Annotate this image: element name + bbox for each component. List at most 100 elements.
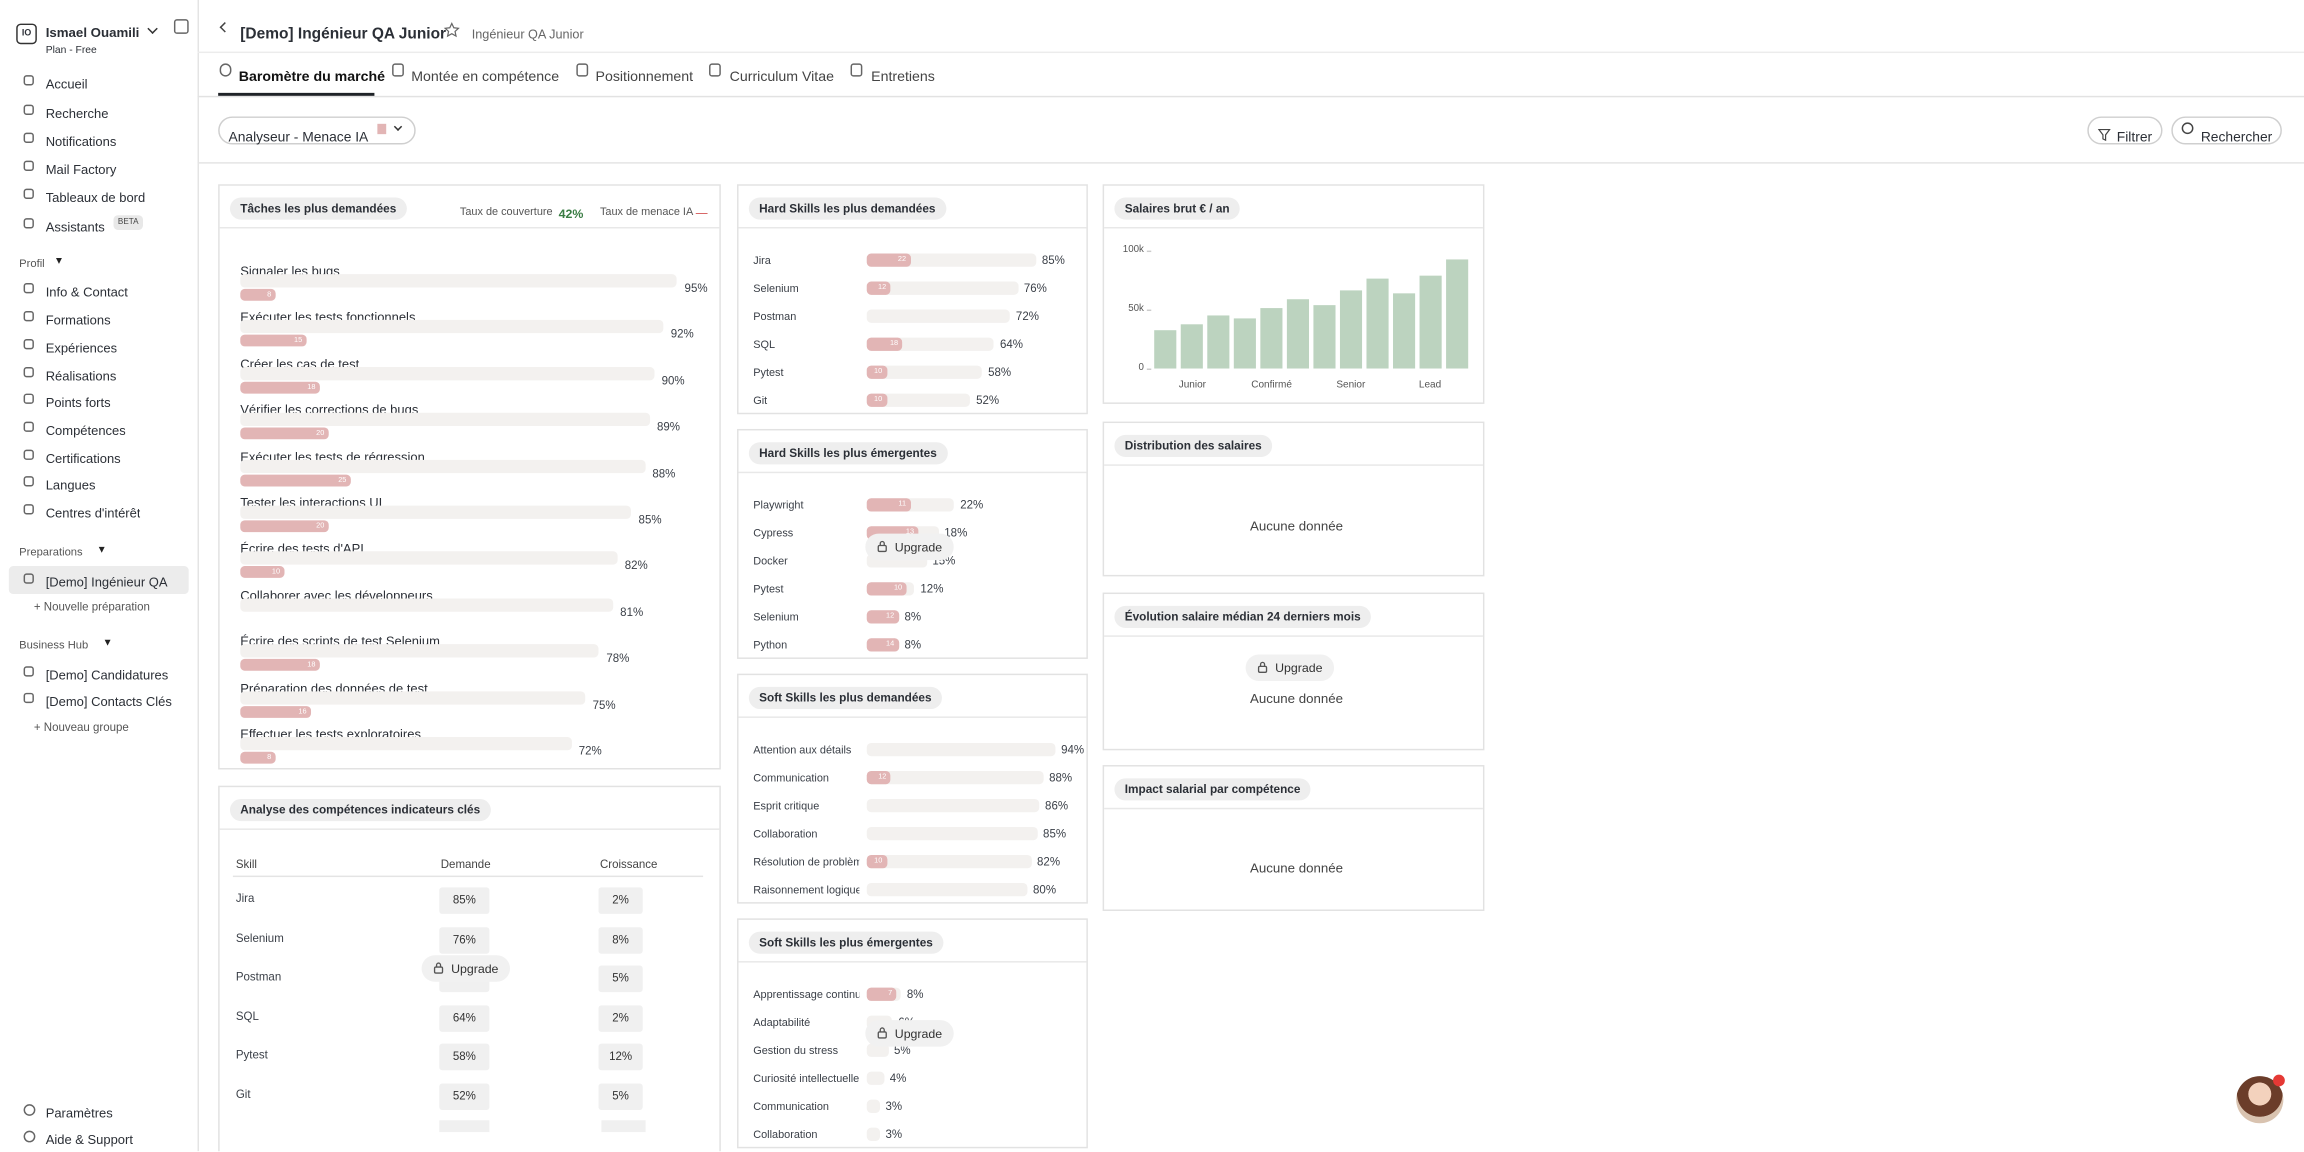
cell-pill: 76% xyxy=(439,926,490,954)
footer-item[interactable]: Paramètres xyxy=(45,1105,113,1121)
star[interactable] xyxy=(443,19,460,38)
cell-pill: 85% xyxy=(439,887,490,914)
section-title[interactable]: Business Hub xyxy=(19,638,89,652)
icon xyxy=(23,104,34,115)
tab[interactable]: Curriculum Vitae xyxy=(729,69,834,86)
divider xyxy=(738,227,1087,229)
coverage-bar xyxy=(240,413,650,427)
skill-label: Git xyxy=(753,393,768,407)
upgrade-button[interactable]: Upgrade xyxy=(865,533,954,561)
add-item[interactable]: + Nouveau groupe xyxy=(33,720,129,735)
nav-item[interactable]: Accueil xyxy=(45,76,88,92)
divider xyxy=(1104,635,1483,637)
icon xyxy=(709,63,721,77)
skill-bar xyxy=(866,742,1056,757)
upgrade-button[interactable]: Upgrade xyxy=(865,1020,954,1047)
task-value: 88% xyxy=(652,466,676,480)
cell-pill xyxy=(601,1120,646,1133)
task-value: 75% xyxy=(592,698,616,712)
icon xyxy=(576,63,589,77)
skill-bar xyxy=(866,309,1011,323)
cell: Pytest xyxy=(235,1048,268,1062)
section-caret xyxy=(56,257,62,264)
skill-label: Adaptabilité xyxy=(753,1015,811,1029)
icon xyxy=(23,1104,36,1116)
divider xyxy=(197,51,2304,54)
ai-threat-bar: 10 xyxy=(240,566,285,579)
icon xyxy=(23,218,34,229)
nav-item[interactable]: Assistants xyxy=(45,219,105,235)
search-label: Rechercher xyxy=(2200,128,2273,145)
sidebar-item[interactable]: Compétences xyxy=(45,423,126,438)
tab[interactable]: Entretiens xyxy=(871,69,935,86)
user-name[interactable]: Ismael Ouamili xyxy=(45,25,140,40)
bar xyxy=(1313,304,1336,369)
ai-threat-bar: 18 xyxy=(240,381,320,394)
upgrade-button[interactable]: Upgrade xyxy=(421,955,511,982)
sidebar-item[interactable]: [Demo] Candidatures xyxy=(45,667,169,683)
sidebar-item[interactable]: [Demo] Ingénieur QA xyxy=(45,574,168,590)
skill-value: 52% xyxy=(976,393,1000,407)
filter-icon xyxy=(2097,122,2111,142)
icon xyxy=(23,75,34,86)
task-value: 92% xyxy=(670,327,694,342)
task-value: 90% xyxy=(661,374,685,388)
icon xyxy=(850,63,863,77)
skill-label: Docker xyxy=(753,554,788,568)
y-tick-label: 0 xyxy=(1138,362,1144,373)
sidebar-item[interactable]: Réalisations xyxy=(45,368,117,384)
sidebar-item[interactable]: Expériences xyxy=(45,340,118,356)
back-chevron[interactable] xyxy=(219,22,231,33)
divider xyxy=(197,95,2304,98)
section-title[interactable]: Preparations xyxy=(19,545,83,559)
skill-bar xyxy=(866,281,1018,295)
coverage-bar xyxy=(240,690,586,705)
ai-threat-bar: 11 xyxy=(866,498,911,512)
skill-label: Pytest xyxy=(753,582,784,596)
card-title: Soft Skills les plus émergentes xyxy=(748,931,944,954)
coverage-bar xyxy=(240,274,678,288)
bar xyxy=(1286,298,1310,369)
upgrade-button[interactable]: Upgrade xyxy=(1245,654,1335,682)
nav-item[interactable]: Recherche xyxy=(45,106,109,121)
skill-label: Résolution de problèm xyxy=(753,854,860,869)
skill-bar xyxy=(866,1043,889,1057)
cell: Postman xyxy=(235,970,282,984)
y-tick xyxy=(1146,368,1152,370)
beta-badge: BETA xyxy=(113,215,143,230)
sidebar-item[interactable]: Certifications xyxy=(45,451,121,466)
ai-threat-bar: 7 xyxy=(866,987,897,1001)
tab[interactable]: Montée en compétence xyxy=(411,69,560,86)
footer-item[interactable]: Aide & Support xyxy=(45,1132,133,1147)
skill-label: Selenium xyxy=(753,610,799,624)
card-title: Tâches les plus demandées xyxy=(229,197,407,220)
card-title: Hard Skills les plus émergentes xyxy=(748,442,948,465)
add-item[interactable]: + Nouvelle préparation xyxy=(33,599,150,614)
skill-value: 72% xyxy=(1015,309,1039,323)
tab[interactable]: Positionnement xyxy=(595,69,694,86)
skill-label: Gestion du stress xyxy=(753,1043,839,1057)
bar xyxy=(1418,275,1442,369)
sidebar-item[interactable]: Langues xyxy=(45,477,96,493)
sidebar-item[interactable]: Info & Contact xyxy=(45,284,128,300)
sidebar-item[interactable]: Formations xyxy=(45,312,111,328)
tab[interactable]: Baromètre du marché xyxy=(238,69,385,86)
skill-value: 86% xyxy=(1045,798,1069,813)
skill-value: 3% xyxy=(885,1127,903,1141)
card-title: Hard Skills les plus demandées xyxy=(748,197,946,220)
page-title: [Demo] Ingénieur QA Junior xyxy=(240,25,447,43)
sidebar-item[interactable]: Points forts xyxy=(45,395,111,410)
coverage-bar xyxy=(240,366,655,381)
nav-item[interactable]: Mail Factory xyxy=(45,162,117,177)
card-title: Distribution des salaires xyxy=(1114,434,1273,457)
nav-item[interactable]: Tableaux de bord xyxy=(45,190,146,205)
bar xyxy=(1366,278,1389,369)
icon xyxy=(392,63,404,77)
sidebar-item[interactable]: [Demo] Contacts Clés xyxy=(45,694,172,710)
sidebar-item[interactable]: Centres d'intérêt xyxy=(45,505,141,521)
skill-value: 82% xyxy=(1037,854,1061,869)
skill-bar xyxy=(866,798,1040,813)
section-title[interactable]: Profil xyxy=(19,256,45,270)
icon xyxy=(23,311,34,322)
nav-item[interactable]: Notifications xyxy=(45,134,117,149)
